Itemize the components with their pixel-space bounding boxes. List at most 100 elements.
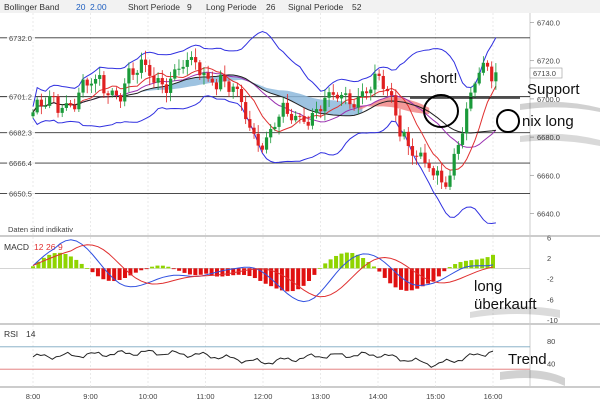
macd-bar	[491, 254, 495, 269]
candle-body	[277, 116, 281, 127]
macd-bar	[404, 268, 409, 291]
candle-body	[348, 93, 352, 105]
candle-body	[423, 152, 427, 163]
price-level-label: 6650.5	[9, 189, 32, 198]
macd-bar	[171, 268, 176, 270]
candle-body	[415, 155, 419, 157]
candle-body	[185, 59, 189, 67]
candle-body	[269, 129, 273, 138]
support-shadow	[520, 101, 600, 112]
time-tick-label: 14:00	[369, 392, 388, 401]
candle-body	[452, 153, 456, 176]
macd-tick-label: 2	[547, 254, 551, 263]
macd-bar	[480, 258, 485, 269]
candle-body	[481, 62, 485, 73]
candle-body	[335, 94, 340, 99]
rsi-tick-label: 80	[547, 337, 555, 346]
macd-bar	[220, 268, 225, 277]
macd-bar	[344, 252, 349, 269]
macd-bar	[139, 268, 144, 271]
time-tick-label: 10:00	[139, 392, 158, 401]
macd-bar	[144, 268, 149, 270]
macd-bar	[101, 268, 106, 280]
candle-body	[314, 109, 319, 113]
candle-body	[289, 113, 294, 121]
macd-bar	[382, 268, 387, 278]
candle-body	[477, 72, 481, 84]
candle-body	[339, 94, 344, 99]
macd-bar	[74, 259, 79, 269]
macd-tick-label: -6	[547, 295, 554, 304]
candle-body	[410, 146, 415, 156]
macd-bar	[160, 265, 165, 269]
price-tick-label: 6660.0	[537, 171, 560, 180]
price-level-label-bg	[7, 188, 35, 198]
price-level-label-bg	[7, 32, 35, 42]
macd-bar	[85, 268, 90, 269]
candle-body	[31, 112, 35, 117]
level-lines: 6732.0 6701.2 6682.3 6666.4 6650.5	[0, 32, 530, 198]
price-level-label: 6666.4	[9, 159, 32, 168]
candle-body	[306, 121, 310, 126]
bb-dev: 2.00	[90, 2, 107, 12]
candle-body	[298, 115, 302, 117]
candle-body	[139, 59, 144, 73]
candle-body	[52, 96, 56, 98]
macd-bar	[399, 268, 403, 290]
candle-body	[127, 68, 131, 84]
candle-body	[123, 83, 127, 102]
candle-body	[273, 126, 277, 130]
macd-bar	[426, 268, 431, 284]
price-level-label-bg	[7, 158, 35, 168]
macd-label: MACD	[4, 242, 29, 252]
macd-bar	[328, 259, 333, 269]
candle-body	[223, 74, 227, 82]
candle-body	[114, 90, 119, 96]
macd-tick-label: -10	[547, 316, 558, 325]
price-tick-label: 6680.0	[537, 133, 560, 142]
rsi-axis: 80 40	[547, 337, 555, 368]
annotation-support: Support	[527, 81, 580, 98]
macd-bar	[198, 268, 203, 275]
macd-bar	[225, 268, 230, 276]
macd-bar	[112, 268, 117, 282]
macd-bar	[41, 257, 46, 269]
time-tick-label: 8:00	[26, 392, 41, 401]
macd-bar	[350, 253, 355, 269]
candle-body	[427, 162, 431, 169]
annotation-ueberkauft: überkauft	[474, 296, 537, 313]
time-tick-label: 11:00	[196, 392, 214, 401]
macd-bar	[58, 252, 63, 269]
price-level-label: 6682.3	[9, 129, 32, 138]
macd-bar	[242, 268, 247, 275]
candle-body	[402, 131, 406, 137]
candle-body	[85, 79, 89, 86]
candle-body	[302, 116, 306, 122]
candle-body	[77, 92, 81, 110]
macd-bar	[463, 260, 468, 269]
macd-bar	[442, 268, 447, 272]
macd-bar	[52, 253, 57, 269]
short-periode-label: Short Periode	[128, 2, 180, 12]
price-tick-label: 6640.0	[537, 209, 560, 218]
candle-body	[456, 144, 460, 154]
trend-shadow	[500, 370, 565, 386]
macd-bar	[312, 268, 317, 275]
rsi-period: 14	[26, 329, 36, 339]
macd-bar	[166, 266, 171, 269]
candle-body	[327, 92, 331, 98]
time-tick-label: 12:00	[254, 392, 273, 401]
macd-bar	[355, 254, 360, 269]
macd-bar	[285, 268, 290, 292]
rsi-label: RSI	[4, 329, 18, 339]
price-level-label-bg	[7, 91, 35, 101]
long-ma-line	[32, 74, 496, 134]
macd-bar	[301, 268, 306, 286]
macd-bar	[95, 268, 100, 277]
macd-bar	[106, 268, 111, 281]
ueberkauft-shadow	[470, 306, 560, 318]
candle-body	[473, 83, 477, 93]
candle-body	[281, 102, 285, 117]
candle-body	[260, 145, 264, 150]
annotation-long: long	[474, 278, 502, 295]
